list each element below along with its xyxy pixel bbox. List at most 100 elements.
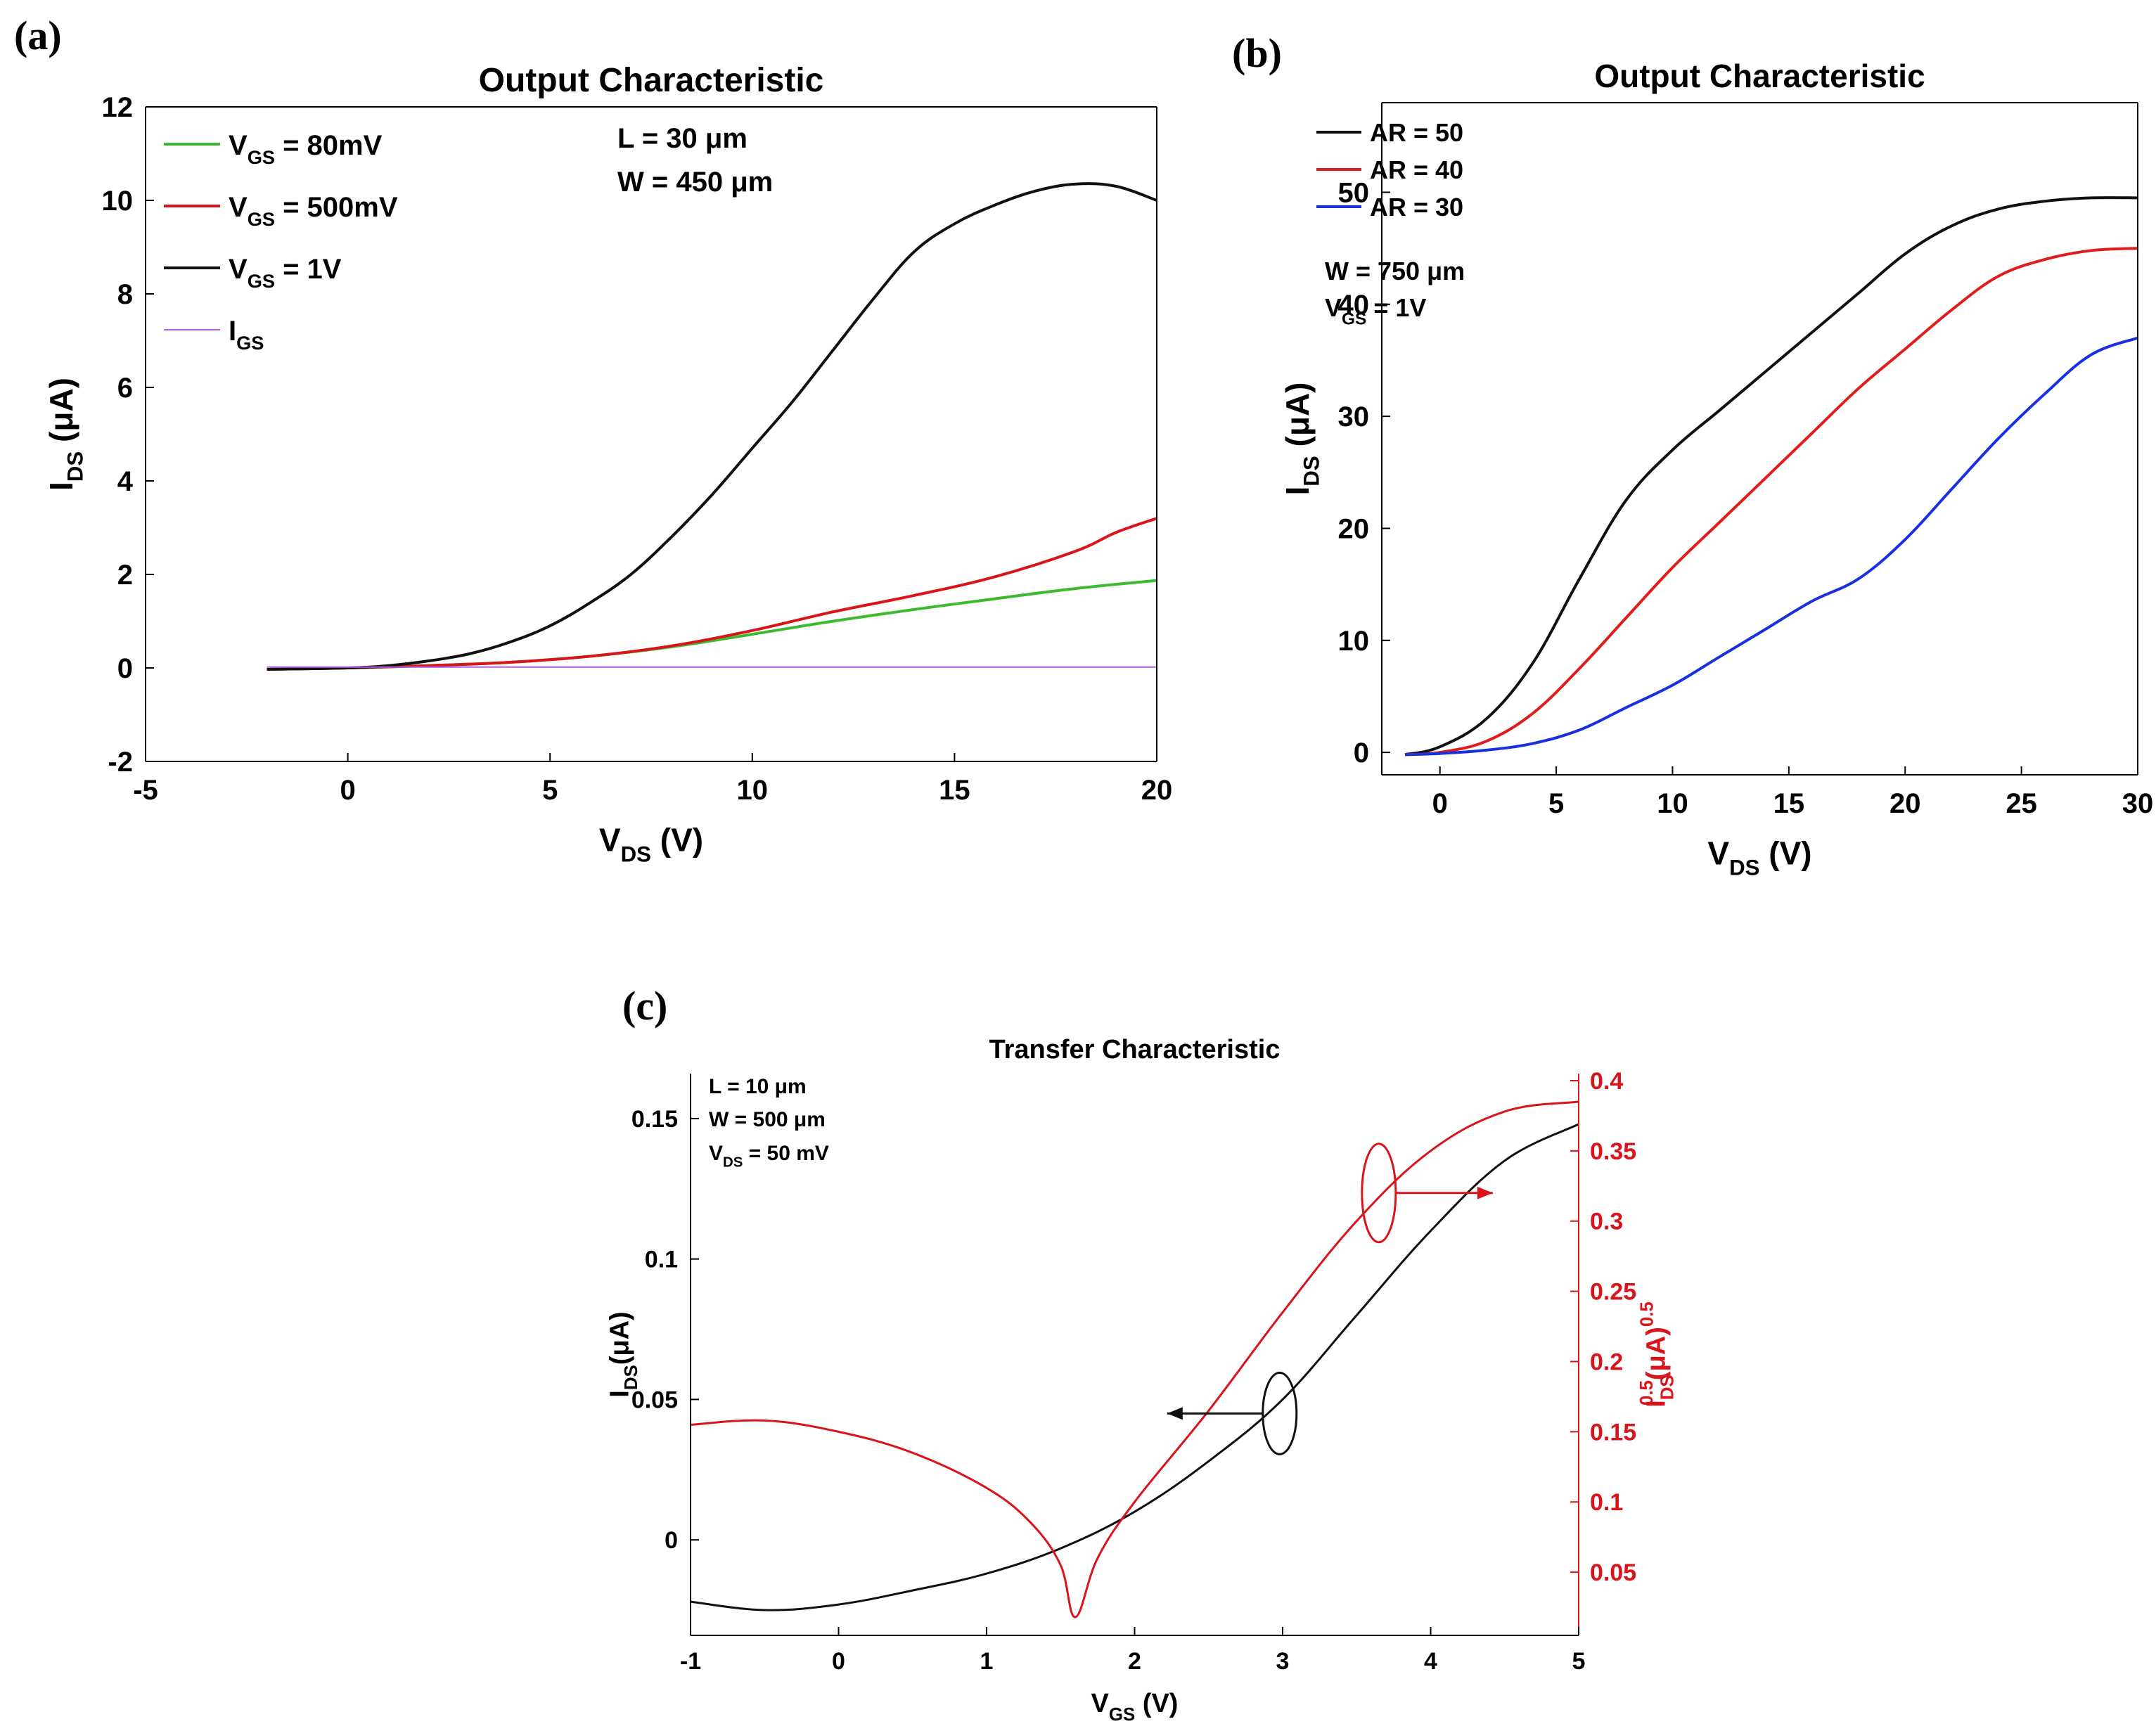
panel-label-a: (a) [14, 13, 62, 58]
panel-label-b: (b) [1232, 30, 1282, 76]
y-axis-label: IDS (μA) [1279, 382, 1324, 496]
legend-label-2-main: V [229, 254, 248, 285]
x-tick-label: 20 [1889, 788, 1921, 819]
x-tick-label: 4 [1424, 1648, 1437, 1675]
x-tick-label: 25 [2006, 788, 2037, 819]
y-axis-label-rest: (μA) [605, 1311, 635, 1365]
y-axis-label-main: I [43, 482, 79, 491]
series-line-2 [1405, 336, 2138, 757]
annotation-width: W = 750 μm [1325, 257, 1465, 285]
legend-label-0-sub: GS [248, 146, 275, 168]
y-tick-label: 20 [1338, 513, 1370, 544]
y2-axis-label-sub: DS [1658, 1375, 1678, 1400]
panel-c: -1 0 1 2 3 4 500.050.10.150.050.10.150.20.250.… [605, 1035, 1678, 1725]
legend-label-0: AR = 50 [1370, 118, 1463, 147]
series-line-1 [690, 1100, 1579, 1619]
y-tick-label: 10 [1338, 626, 1370, 657]
x-tick-label: 2 [1128, 1648, 1141, 1675]
annotation-width-main: W = 500 μm [709, 1108, 826, 1131]
y2-axis-label-main: I [1641, 1400, 1671, 1408]
legend-label-3-main: I [229, 316, 236, 347]
legend-label-1-sub: GS [248, 208, 275, 230]
x-tick-label: 1 [980, 1648, 994, 1675]
series-line-1 [267, 517, 1157, 671]
series-line-0 [690, 1123, 1579, 1611]
y-axis-label-rest: (μA) [1279, 382, 1316, 456]
x-tick-label: 0 [832, 1648, 845, 1675]
chart-title: Output Characteristic [479, 62, 824, 99]
y2-tick-label: 0.15 [1590, 1419, 1636, 1446]
y-tick-label: 4 [117, 466, 134, 497]
x-axis-label-sub: DS [621, 842, 651, 866]
legend-label-2-rest: = 1V [275, 254, 342, 285]
legend-label-2: VGS = 1V [229, 254, 342, 292]
y-tick-label: 8 [117, 279, 133, 310]
y-axis-label-sub: DS [63, 451, 88, 482]
x-axis-label-rest: (V) [1760, 835, 1812, 872]
x-tick-label: 5 [1548, 788, 1564, 819]
panel-label-c: (c) [622, 983, 667, 1029]
chart-title: Output Characteristic [1594, 58, 1925, 94]
arrow-head-left [1167, 1407, 1183, 1420]
y-tick-label: 50 [1338, 177, 1370, 208]
x-axis-label-sub: GS [1109, 1705, 1135, 1725]
y2-tick-label: 0.2 [1590, 1349, 1623, 1375]
annotation-width: W = 500 μm [709, 1108, 826, 1131]
y2-tick-label: 0.35 [1590, 1138, 1636, 1165]
y2-tick-label: 0.3 [1590, 1209, 1623, 1235]
y-axis-label-rest: (μA) [43, 378, 79, 451]
y-axis-label: IDS(μA) [605, 1311, 641, 1397]
y-tick-label: 12 [102, 92, 134, 123]
annotation-length: L = 10 μm [709, 1075, 807, 1098]
x-axis-label: VDS (V) [1707, 835, 1811, 880]
x-axis-label: VGS (V) [1091, 1689, 1179, 1725]
x-tick-label: 3 [1276, 1648, 1290, 1675]
x-tick-label: 5 [542, 775, 558, 806]
y-axis-label-main: I [1279, 487, 1316, 496]
arrow-head-right [1477, 1186, 1493, 1199]
x-axis-label: VDS (V) [599, 822, 703, 867]
series-line-1 [1404, 247, 2138, 757]
y-axis-label: IDS (μA) [43, 378, 88, 491]
annotation-vds-rest: = 50 mV [743, 1142, 829, 1165]
legend-label-1-rest: = 500mV [275, 192, 398, 223]
legend-label-0-main: V [229, 130, 248, 161]
annotation-width: W = 450 μm [617, 167, 773, 198]
legend-label-2: AR = 30 [1370, 193, 1463, 221]
y-tick-label: 2 [117, 560, 133, 591]
x-axis-label-main: V [1091, 1689, 1110, 1718]
x-axis-label-sub: DS [1729, 855, 1759, 880]
y2-axis-label: IDS0.5(μA)0.5 [1637, 1301, 1678, 1408]
y-tick-label: 0.15 [631, 1106, 678, 1133]
y-axis-label-sub: DS [1300, 456, 1324, 486]
x-tick-label: -5 [133, 775, 158, 806]
panel-a: -5 0 5 10 15 20 -2 0 2 4 6 8 10 12 Output Characterist… [43, 62, 1172, 866]
y2-tick-label: 0.05 [1590, 1559, 1636, 1586]
x-axis-label-rest: (V) [651, 822, 703, 858]
y-tick-label: 0 [665, 1527, 678, 1554]
series-line-0 [267, 579, 1157, 671]
x-tick-label: 5 [1572, 1648, 1586, 1675]
y-tick-label: 0 [117, 653, 133, 684]
x-axis-label-rest: (V) [1135, 1689, 1178, 1718]
annotation-vgs-main: V [1325, 293, 1342, 322]
y-tick-label: 30 [1338, 401, 1370, 432]
legend-label-3: IGS [229, 316, 264, 354]
annotation-vds: VDS = 50 mV [709, 1142, 829, 1171]
y-tick-label: 0.05 [631, 1386, 678, 1413]
annotation-vgs-sub: GS [1342, 310, 1366, 329]
legend-label-1: AR = 40 [1370, 155, 1463, 184]
y2-tick-label: 0.1 [1590, 1489, 1623, 1516]
legend-label-2-sub: GS [248, 270, 275, 292]
series-line-2 [267, 182, 1157, 671]
y-axis-label-sub: DS [622, 1365, 641, 1390]
x-tick-label: 15 [1773, 788, 1805, 819]
legend-label-0-rest: = 80mV [275, 130, 383, 161]
y2-axis-label-sup2: 0.5 [1637, 1301, 1657, 1327]
annotation-vgs: VGS = 1V [1325, 293, 1426, 329]
x-tick-label: 30 [2122, 788, 2154, 819]
x-tick-label: 15 [939, 775, 970, 806]
legend-label-1-main: V [229, 192, 248, 223]
x-tick-label: 10 [1657, 788, 1688, 819]
